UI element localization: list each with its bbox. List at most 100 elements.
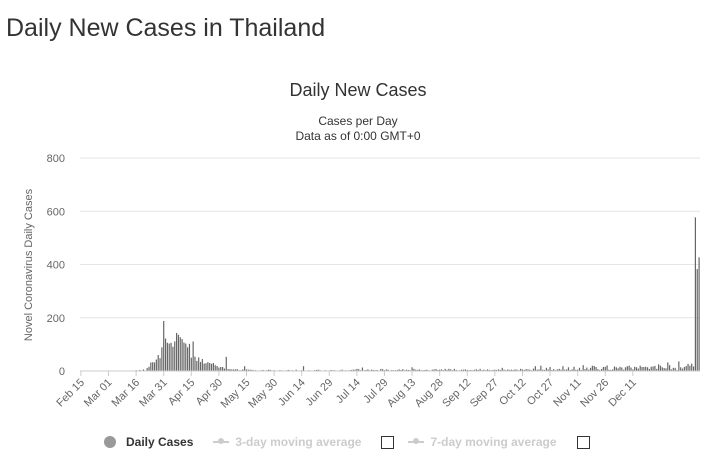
bar[interactable] — [411, 367, 413, 371]
bar[interactable] — [391, 369, 393, 371]
bar[interactable] — [551, 369, 553, 371]
bar[interactable] — [356, 368, 358, 371]
bar[interactable] — [680, 367, 682, 371]
bar[interactable] — [220, 367, 222, 371]
bar[interactable] — [632, 369, 634, 371]
bar[interactable] — [656, 368, 658, 371]
bar[interactable] — [216, 365, 218, 371]
bar[interactable] — [223, 368, 226, 371]
bar[interactable] — [242, 369, 244, 371]
bar[interactable] — [146, 368, 148, 371]
legend-item-7-day-average[interactable]: 7-day moving average — [408, 435, 557, 449]
bar[interactable] — [479, 368, 481, 371]
bar[interactable] — [376, 369, 378, 371]
bar[interactable] — [503, 369, 505, 371]
bar[interactable] — [600, 368, 603, 371]
bar[interactable] — [453, 368, 455, 371]
bar[interactable] — [188, 343, 191, 371]
bar[interactable] — [400, 369, 402, 371]
bar[interactable] — [221, 367, 224, 371]
bar[interactable] — [624, 367, 627, 371]
bar[interactable] — [288, 369, 290, 371]
bar[interactable] — [190, 357, 192, 371]
bar[interactable] — [225, 356, 227, 371]
bar[interactable] — [696, 269, 698, 371]
bar[interactable] — [424, 369, 426, 371]
bar[interactable] — [499, 369, 501, 371]
bar[interactable] — [163, 320, 165, 371]
bar[interactable] — [269, 369, 272, 371]
bar[interactable] — [589, 367, 592, 371]
bar[interactable] — [398, 369, 400, 371]
bar[interactable] — [183, 342, 185, 371]
bar[interactable] — [612, 369, 614, 371]
bar[interactable] — [372, 369, 375, 371]
bar[interactable] — [433, 369, 435, 371]
bar[interactable] — [659, 365, 662, 371]
bar[interactable] — [415, 369, 417, 371]
bar[interactable] — [661, 367, 663, 371]
bar[interactable] — [623, 369, 625, 371]
bar[interactable] — [496, 369, 498, 371]
bar[interactable] — [683, 367, 685, 371]
bar[interactable] — [475, 369, 478, 371]
bar[interactable] — [615, 367, 617, 371]
bar[interactable] — [672, 367, 674, 371]
bar[interactable] — [179, 337, 181, 371]
bar[interactable] — [681, 368, 684, 371]
bar[interactable] — [164, 338, 167, 371]
bar[interactable] — [352, 369, 354, 371]
bar[interactable] — [371, 369, 373, 371]
bar[interactable] — [558, 368, 560, 371]
bar[interactable] — [455, 369, 457, 371]
bar[interactable] — [382, 369, 384, 371]
bar[interactable] — [507, 369, 509, 371]
bar[interactable] — [341, 369, 343, 371]
bar[interactable] — [549, 367, 551, 371]
bar[interactable] — [569, 369, 571, 371]
bar[interactable] — [602, 367, 605, 371]
bar[interactable] — [354, 369, 356, 371]
bar[interactable] — [330, 369, 332, 371]
bar[interactable] — [492, 369, 494, 371]
bar[interactable] — [175, 332, 178, 371]
bar[interactable] — [210, 363, 213, 371]
bar[interactable] — [231, 369, 233, 371]
bar[interactable] — [652, 366, 654, 371]
bar[interactable] — [610, 369, 612, 371]
bar[interactable] — [396, 369, 398, 371]
bar[interactable] — [486, 369, 489, 371]
bar[interactable] — [658, 364, 660, 371]
bar[interactable] — [670, 369, 673, 371]
bar[interactable] — [229, 369, 231, 371]
bar[interactable] — [448, 368, 450, 371]
bar[interactable] — [516, 369, 518, 371]
bar[interactable] — [510, 369, 513, 371]
bar[interactable] — [166, 342, 168, 371]
bar[interactable] — [418, 369, 421, 371]
bar[interactable] — [501, 367, 503, 371]
bar[interactable] — [168, 343, 170, 371]
bar[interactable] — [628, 365, 630, 371]
bar[interactable] — [635, 367, 638, 371]
bar[interactable] — [577, 369, 579, 371]
bar[interactable] — [440, 369, 443, 371]
bar[interactable] — [148, 366, 150, 371]
bar[interactable] — [650, 366, 652, 371]
bar[interactable] — [361, 367, 364, 371]
bar[interactable] — [413, 368, 415, 371]
bar[interactable] — [520, 368, 522, 371]
bar[interactable] — [435, 369, 437, 371]
bar[interactable] — [194, 356, 196, 371]
bar[interactable] — [604, 366, 606, 371]
bar[interactable] — [676, 369, 678, 371]
bar[interactable] — [626, 366, 628, 371]
bar[interactable] — [687, 363, 689, 371]
bar[interactable] — [545, 367, 547, 371]
bar[interactable] — [315, 369, 318, 371]
bar[interactable] — [262, 369, 264, 371]
bar[interactable] — [174, 341, 176, 371]
bar[interactable] — [654, 365, 656, 371]
bar[interactable] — [553, 369, 555, 371]
bar[interactable] — [212, 363, 214, 371]
